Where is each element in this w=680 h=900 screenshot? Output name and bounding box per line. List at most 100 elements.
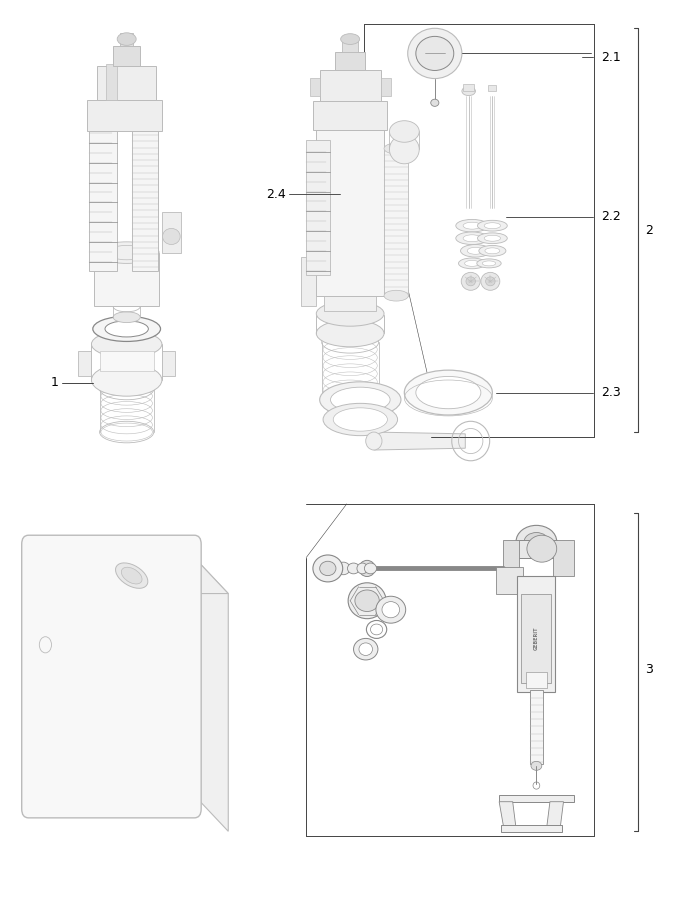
Polygon shape	[501, 825, 562, 833]
Ellipse shape	[481, 273, 500, 291]
Bar	[94, 253, 159, 306]
Bar	[342, 39, 358, 51]
Bar	[316, 130, 384, 296]
Bar	[554, 540, 574, 576]
Polygon shape	[499, 802, 516, 829]
Bar	[162, 351, 175, 376]
Bar	[517, 576, 556, 692]
Ellipse shape	[485, 248, 500, 254]
Ellipse shape	[333, 408, 388, 431]
Ellipse shape	[477, 259, 501, 268]
Text: GEBERIT: GEBERIT	[534, 626, 539, 650]
Ellipse shape	[359, 561, 375, 577]
Text: 3: 3	[645, 663, 653, 676]
Ellipse shape	[316, 320, 384, 346]
Bar	[301, 257, 316, 306]
Ellipse shape	[463, 222, 481, 230]
Bar	[78, 351, 91, 376]
Ellipse shape	[316, 302, 384, 326]
Ellipse shape	[330, 387, 390, 412]
Polygon shape	[374, 432, 465, 450]
Ellipse shape	[464, 260, 479, 266]
Bar	[516, 540, 557, 558]
Ellipse shape	[484, 222, 500, 229]
Ellipse shape	[341, 33, 360, 44]
Ellipse shape	[516, 526, 557, 558]
Bar	[306, 140, 330, 275]
Bar	[99, 351, 154, 371]
Ellipse shape	[384, 291, 409, 302]
Polygon shape	[194, 558, 228, 832]
Polygon shape	[547, 802, 564, 829]
Ellipse shape	[347, 563, 360, 574]
Ellipse shape	[376, 596, 406, 623]
Ellipse shape	[416, 376, 481, 409]
Ellipse shape	[461, 273, 480, 291]
Bar	[324, 295, 376, 310]
Ellipse shape	[348, 583, 386, 618]
Ellipse shape	[524, 533, 549, 551]
Ellipse shape	[117, 32, 136, 45]
Ellipse shape	[466, 277, 475, 286]
Ellipse shape	[408, 28, 462, 78]
Bar	[530, 690, 543, 764]
Text: 2.3: 2.3	[600, 386, 620, 399]
Ellipse shape	[479, 246, 506, 256]
Ellipse shape	[384, 143, 409, 154]
Ellipse shape	[467, 248, 483, 255]
Ellipse shape	[355, 590, 379, 611]
Bar	[488, 85, 496, 91]
Ellipse shape	[531, 761, 542, 770]
Ellipse shape	[320, 562, 336, 576]
Ellipse shape	[416, 36, 454, 70]
Ellipse shape	[405, 370, 492, 415]
Ellipse shape	[121, 567, 142, 584]
Ellipse shape	[91, 364, 162, 396]
Ellipse shape	[482, 261, 496, 266]
Ellipse shape	[484, 235, 500, 241]
Bar	[120, 32, 133, 46]
Ellipse shape	[323, 403, 398, 436]
Ellipse shape	[163, 229, 180, 245]
Text: 2: 2	[645, 224, 653, 237]
Bar	[90, 127, 116, 271]
Bar	[503, 540, 520, 576]
Ellipse shape	[366, 432, 382, 450]
Ellipse shape	[477, 233, 507, 244]
Bar	[313, 101, 388, 130]
Ellipse shape	[113, 311, 140, 322]
Bar	[162, 212, 181, 253]
Bar	[335, 51, 365, 69]
Text: 2.2: 2.2	[600, 211, 620, 223]
Bar	[309, 77, 320, 95]
Bar	[320, 69, 381, 101]
Text: 1: 1	[51, 376, 59, 389]
Ellipse shape	[462, 86, 475, 95]
Bar	[522, 594, 551, 683]
Bar	[132, 131, 158, 271]
Polygon shape	[499, 796, 574, 802]
Bar	[463, 84, 474, 91]
Ellipse shape	[354, 638, 378, 660]
Ellipse shape	[430, 99, 439, 106]
Bar	[496, 567, 523, 594]
Ellipse shape	[116, 562, 148, 589]
Polygon shape	[29, 558, 228, 594]
Ellipse shape	[458, 258, 486, 269]
Ellipse shape	[477, 220, 507, 231]
Bar	[88, 100, 162, 131]
Ellipse shape	[382, 601, 400, 617]
Bar	[384, 148, 408, 296]
Text: 2.1: 2.1	[600, 50, 620, 64]
Ellipse shape	[313, 555, 343, 582]
Ellipse shape	[456, 220, 488, 232]
Ellipse shape	[456, 232, 488, 245]
Bar	[526, 671, 547, 688]
Bar	[97, 66, 156, 100]
Ellipse shape	[105, 320, 148, 337]
Ellipse shape	[359, 643, 373, 655]
Ellipse shape	[463, 235, 481, 242]
Ellipse shape	[92, 316, 160, 341]
Ellipse shape	[91, 330, 162, 357]
Ellipse shape	[364, 563, 377, 574]
